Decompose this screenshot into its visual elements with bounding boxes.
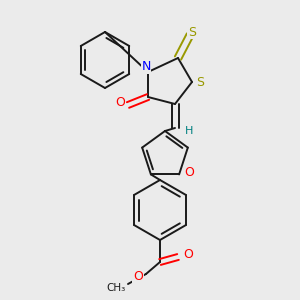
Text: S: S <box>188 26 196 38</box>
Text: CH₃: CH₃ <box>106 283 126 293</box>
Text: O: O <box>183 248 193 262</box>
Text: O: O <box>184 166 194 179</box>
Text: S: S <box>196 76 204 88</box>
Text: H: H <box>185 126 193 136</box>
Text: N: N <box>141 61 151 74</box>
Text: O: O <box>133 269 143 283</box>
Text: O: O <box>115 97 125 110</box>
